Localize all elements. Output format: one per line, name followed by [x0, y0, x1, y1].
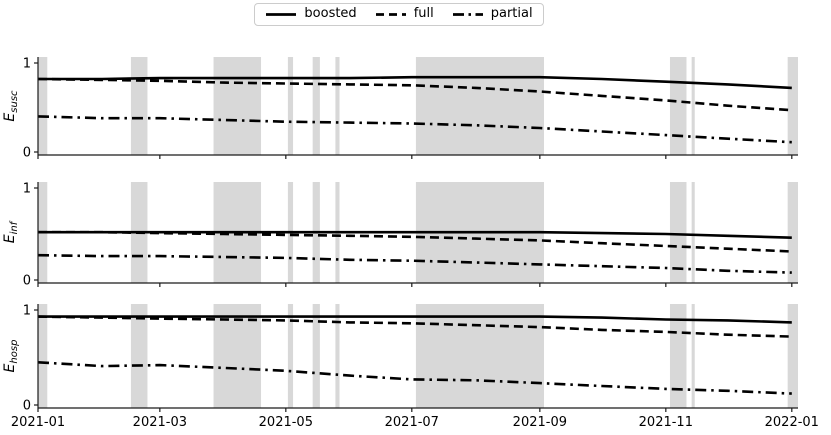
- shaded-interval: [287, 304, 294, 408]
- x-tick-label: 2021-05: [259, 415, 313, 430]
- shaded-interval: [213, 304, 262, 408]
- shaded-interval: [130, 304, 148, 408]
- x-tick-label: 2022-01: [765, 415, 819, 430]
- shaded-interval: [335, 304, 340, 408]
- x-tick-label: 2021-03: [133, 415, 187, 430]
- shaded-interval: [415, 304, 544, 408]
- subplot-hosp: 0 1 2021-01 2021-03 2021-05 2021-07 2021-09 202…: [2, 304, 819, 431]
- shaded-interval: [691, 57, 695, 155]
- shaded-interval: [312, 57, 320, 155]
- series-line-partial: [37, 115, 792, 144]
- shaded-interval: [691, 304, 695, 408]
- shaded-interval: [787, 182, 798, 283]
- subplot-susc: 0 1 Esusc: [2, 57, 798, 161]
- shaded-interval: [38, 57, 48, 155]
- shaded-interval: [213, 57, 262, 155]
- shaded-interval: [787, 57, 798, 155]
- y-axis-label-susc: Esusc: [2, 90, 20, 122]
- series-line-partial: [37, 361, 792, 395]
- y-tick-label: 0: [23, 146, 31, 161]
- shaded-interval: [130, 57, 148, 155]
- y-tick-label: 1: [23, 57, 31, 72]
- y-tick-label: 1: [23, 182, 31, 197]
- shaded-interval: [669, 182, 687, 283]
- series-line-boosted: [38, 315, 792, 324]
- x-tick-label: 2021-09: [513, 415, 567, 430]
- shaded-interval: [287, 57, 294, 155]
- x-tick-label: 2021-11: [639, 415, 693, 430]
- shaded-interval: [312, 304, 320, 408]
- shaded-interval: [38, 304, 48, 408]
- shaded-interval: [669, 304, 687, 408]
- x-tick-label: 2021-07: [385, 415, 439, 430]
- y-tick-label: 0: [23, 399, 31, 414]
- series-line-partial: [37, 253, 792, 274]
- y-tick-label: 1: [23, 304, 31, 319]
- subplot-inf: 0 1 Einf: [2, 182, 798, 289]
- shaded-interval: [669, 57, 687, 155]
- series-line-boosted: [38, 230, 792, 239]
- y-axis-label-inf: Einf: [2, 220, 20, 243]
- y-tick-label: 0: [23, 274, 31, 289]
- shaded-interval: [691, 182, 695, 283]
- series-line-boosted: [38, 75, 792, 90]
- shaded-interval: [335, 57, 340, 155]
- y-axis-label-hosp: Ehosp: [2, 340, 20, 373]
- x-tick-label: 2021-01: [11, 415, 65, 430]
- shaded-interval: [415, 57, 544, 155]
- shaded-interval: [787, 304, 798, 408]
